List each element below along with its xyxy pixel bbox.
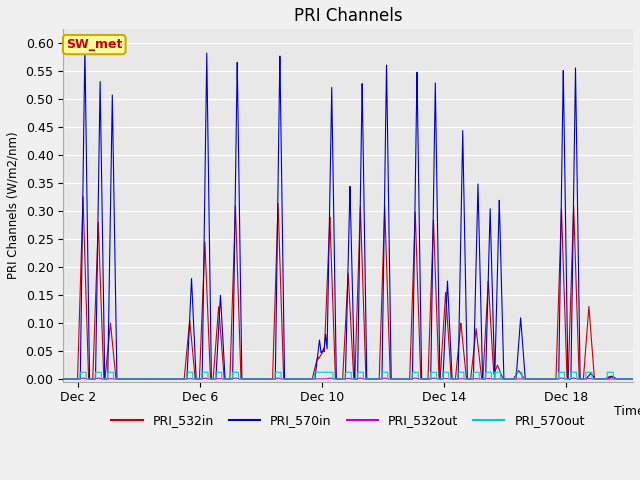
Y-axis label: PRI Channels (W/m2/nm): PRI Channels (W/m2/nm) [7, 132, 20, 279]
Legend: PRI_532in, PRI_570in, PRI_532out, PRI_570out: PRI_532in, PRI_570in, PRI_532out, PRI_57… [106, 409, 590, 432]
X-axis label: Time: Time [614, 405, 640, 418]
Text: SW_met: SW_met [66, 38, 122, 51]
Title: PRI Channels: PRI Channels [294, 7, 403, 25]
